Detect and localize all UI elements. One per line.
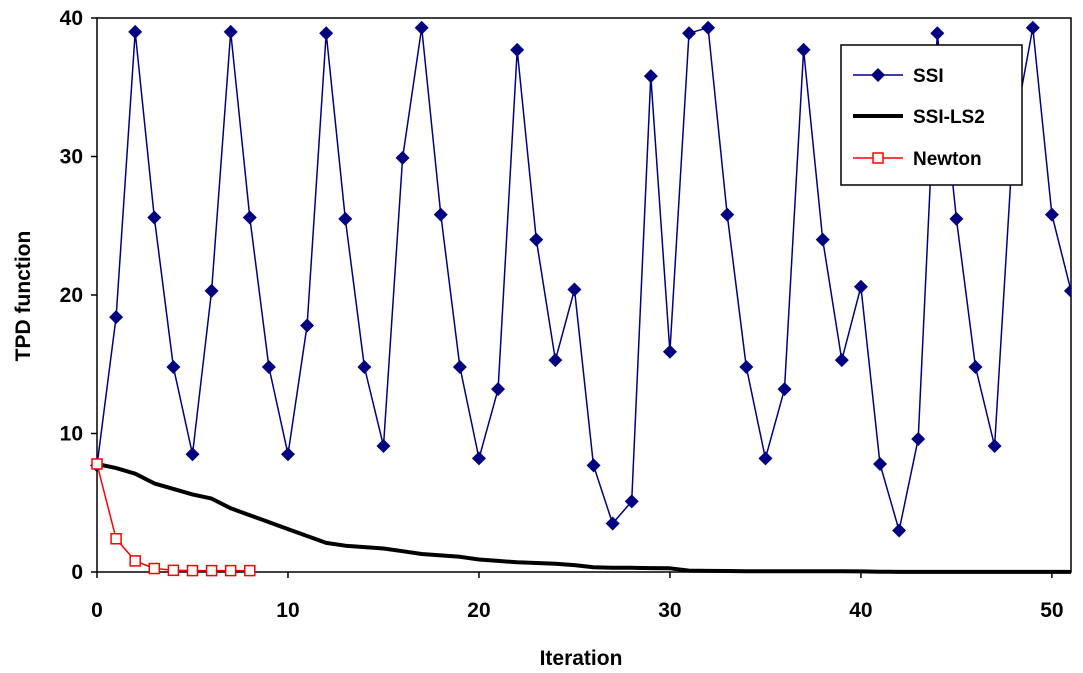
x-tick-label: 20 <box>467 599 490 622</box>
legend-label-newton: Newton <box>913 149 982 170</box>
data-point-ssi <box>567 282 582 297</box>
y-tick-label: 20 <box>60 284 83 307</box>
data-point-ssi <box>720 207 735 222</box>
x-tick-label: 0 <box>91 599 103 622</box>
data-point-ssi <box>911 432 926 447</box>
y-tick-label: 30 <box>60 146 83 169</box>
data-point-newton <box>129 555 141 567</box>
data-point-ssi <box>510 42 525 57</box>
legend-entry-newton: Newton <box>853 149 982 170</box>
data-point-ssi <box>166 360 181 375</box>
data-point-newton <box>186 564 199 577</box>
data-point-ssi <box>319 26 334 41</box>
series-ssi-ls2 <box>96 462 1071 574</box>
data-point-ssi <box>796 42 811 57</box>
data-point-ssi <box>338 211 353 226</box>
data-point-newton <box>91 458 103 470</box>
legend-label-ssi: SSI <box>913 66 944 87</box>
tick-labels: 0 10 20 30 40 0 10 20 30 40 50 <box>60 7 1064 622</box>
data-point-ssi <box>414 20 429 35</box>
y-tick-label: 10 <box>60 423 83 446</box>
data-point-ssi <box>376 438 391 453</box>
data-point-ssi <box>395 150 410 165</box>
data-point-ssi <box>968 360 983 375</box>
data-point-ssi <box>662 344 677 359</box>
data-point-ssi <box>204 283 219 298</box>
y-tick-label: 0 <box>71 561 83 584</box>
data-point-ssi <box>643 69 658 84</box>
data-point-ssi <box>280 447 295 462</box>
data-point-newton <box>167 564 180 577</box>
data-point-ssi <box>739 360 754 375</box>
data-point-ssi <box>892 523 907 538</box>
data-point-ssi <box>605 516 620 531</box>
data-point-ssi <box>1044 207 1059 222</box>
data-point-ssi <box>223 24 238 39</box>
data-point-newton <box>205 564 218 577</box>
data-point-ssi <box>242 210 257 225</box>
data-point-ssi <box>357 360 372 375</box>
data-point-ssi <box>701 20 716 35</box>
data-point-ssi <box>930 26 945 41</box>
data-point-ssi <box>452 360 467 375</box>
x-tick-label: 40 <box>849 599 872 622</box>
data-point-ssi <box>109 310 124 325</box>
data-point-ssi <box>853 279 868 294</box>
data-point-ssi <box>491 382 506 397</box>
data-point-ssi <box>471 451 486 466</box>
data-point-ssi <box>261 360 276 375</box>
legend-entry-ssi-ls2: SSI-LS2 <box>853 107 985 128</box>
data-point-ssi <box>586 458 601 473</box>
data-point-ssi <box>949 211 964 226</box>
data-point-ssi <box>128 24 143 39</box>
series <box>90 20 1071 577</box>
data-point-ssi <box>815 232 830 247</box>
data-point-newton <box>224 564 237 577</box>
x-tick-label: 50 <box>1040 599 1063 622</box>
data-point-ssi <box>185 447 200 462</box>
data-point-ssi <box>529 232 544 247</box>
data-point-ssi <box>987 438 1002 453</box>
data-point-ssi <box>433 207 448 222</box>
data-point-ssi <box>758 451 773 466</box>
x-tick-label: 10 <box>276 599 299 622</box>
data-point-ssi <box>1025 20 1040 35</box>
data-point-newton <box>244 564 256 577</box>
legend-label-ssi-ls2: SSI-LS2 <box>913 107 985 128</box>
data-point-ssi <box>1064 283 1071 298</box>
series-line-ssi <box>96 26 1071 532</box>
series-line-ssi-ls2 <box>96 462 1071 574</box>
data-point-ssi <box>834 353 849 368</box>
legend-marker-ssi <box>871 68 885 82</box>
data-point-ssi <box>873 456 888 471</box>
series-newton <box>91 458 256 577</box>
data-point-ssi <box>147 210 162 225</box>
data-point-ssi <box>300 318 315 333</box>
data-point-ssi <box>548 353 563 368</box>
data-point-ssi <box>624 494 639 509</box>
x-tick-label: 30 <box>658 599 681 622</box>
data-point-newton <box>148 562 161 575</box>
data-point-ssi <box>777 382 792 397</box>
y-axis-title: TPD function <box>12 231 35 362</box>
legend-marker-newton <box>872 152 884 164</box>
data-point-newton <box>110 533 122 545</box>
data-point-ssi <box>682 26 697 41</box>
legend: SSI SSI-LS2 Newton <box>840 44 1023 186</box>
series-ssi <box>90 20 1071 538</box>
x-axis-title: Iteration <box>540 647 623 670</box>
y-tick-label: 40 <box>60 7 83 30</box>
series-line-newton <box>96 463 250 572</box>
legend-entry-ssi: SSI <box>853 66 944 87</box>
